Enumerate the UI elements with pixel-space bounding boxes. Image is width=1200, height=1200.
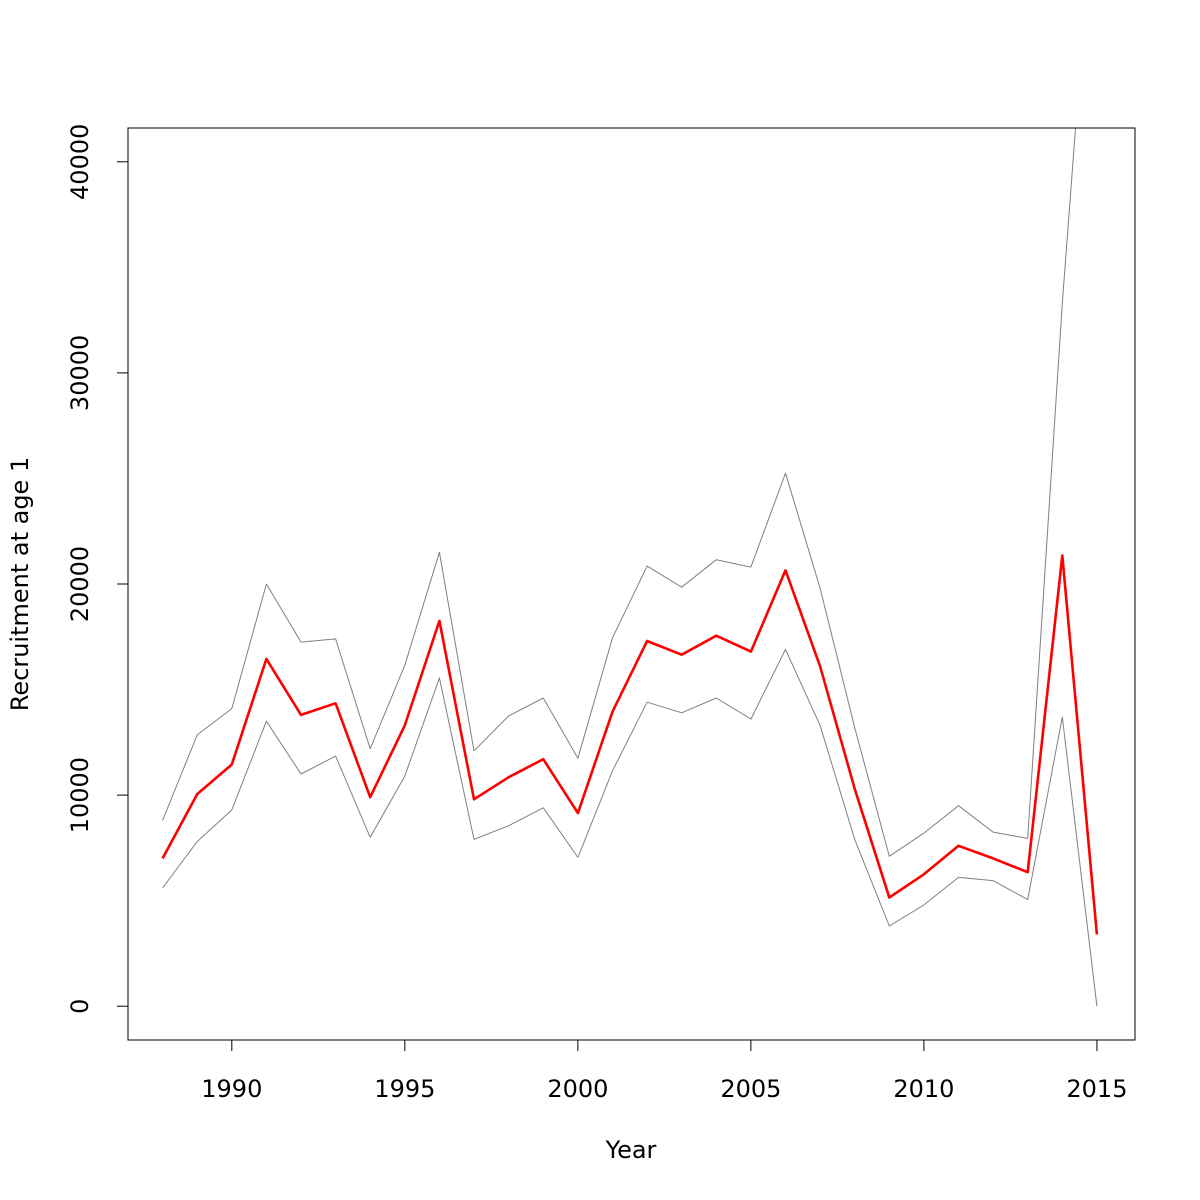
y-tick-label: 10000 [66, 757, 94, 833]
x-axis-label: Year [605, 1136, 657, 1164]
x-axis: 1990 1995 2000 2005 2010 2015 [201, 1039, 1127, 1103]
x-tick-label: 2010 [893, 1075, 954, 1103]
y-tick-label: 0 [66, 999, 94, 1014]
y-axis: 0 10000 20000 30000 40000 [66, 124, 129, 1014]
plot-frame [127, 127, 1136, 1041]
series-line-upper [162, 128, 1077, 857]
x-tick-label: 2015 [1066, 1075, 1127, 1103]
y-tick-label: 30000 [66, 335, 94, 411]
y-axis-label: Recruitment at age 1 [6, 457, 34, 711]
y-tick-label: 20000 [66, 546, 94, 622]
x-tick-label: 2000 [547, 1075, 608, 1103]
x-tick-label: 1990 [201, 1075, 262, 1103]
y-tick-label: 40000 [66, 124, 94, 200]
series-line-estimate [161, 554, 1099, 935]
x-tick-label: 1995 [374, 1075, 435, 1103]
x-tick-label: 2005 [720, 1075, 781, 1103]
series-layer [161, 128, 1099, 1007]
series-line-lower [162, 648, 1098, 1007]
